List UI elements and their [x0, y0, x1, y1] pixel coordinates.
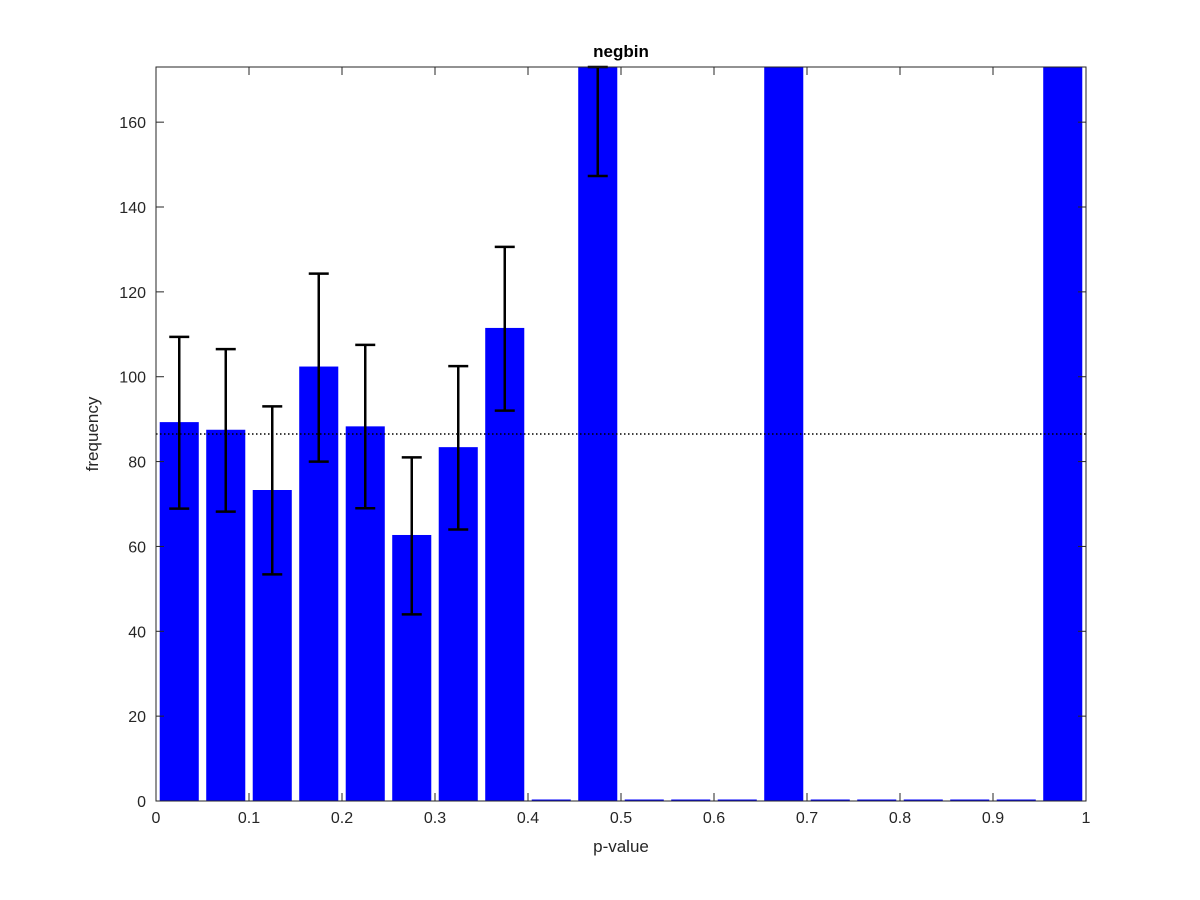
- bar-13: [717, 799, 757, 801]
- error-bar-1: [169, 335, 190, 510]
- chart-title: negbin: [593, 42, 649, 61]
- x-tick-label: 0.5: [610, 810, 632, 827]
- y-tick-label: 140: [119, 200, 146, 217]
- bar-20: [1043, 67, 1083, 801]
- bars-group: [159, 67, 1083, 801]
- x-tick-label: 0.6: [703, 810, 725, 827]
- x-tick-label: 1: [1082, 810, 1091, 827]
- x-tick-label: 0: [152, 810, 161, 827]
- x-axis-label: p-value: [593, 837, 649, 856]
- error-bar-5: [355, 343, 376, 510]
- y-tick-label: 80: [128, 455, 146, 472]
- error-bar-6: [401, 456, 422, 616]
- x-tick-label: 0.7: [796, 810, 818, 827]
- error-bar-7: [448, 364, 469, 531]
- x-tick-label: 0.3: [424, 810, 446, 827]
- y-tick-label: 40: [128, 624, 146, 641]
- error-bar-4: [308, 272, 329, 463]
- y-tick-label: 100: [119, 370, 146, 387]
- x-tick-label: 0.8: [889, 810, 911, 827]
- x-tick-label: 0.4: [517, 810, 539, 827]
- bar-11: [624, 799, 664, 801]
- error-bars-group: [169, 65, 608, 616]
- y-axis-label: frequency: [83, 396, 102, 471]
- bar-16: [857, 799, 897, 801]
- bar-18: [950, 799, 990, 801]
- y-tick-label: 0: [137, 794, 146, 811]
- error-bar-8: [494, 245, 515, 412]
- y-tick-label: 20: [128, 709, 146, 726]
- bar-19: [996, 799, 1036, 801]
- y-tick-label: 120: [119, 285, 146, 302]
- y-tick-label: 60: [128, 539, 146, 556]
- x-tick-label: 0.9: [982, 810, 1004, 827]
- bar-9: [531, 799, 571, 801]
- y-tick-label: 160: [119, 115, 146, 132]
- bar-17: [903, 799, 943, 801]
- y-ticks-group: 0 20 40 60 80 100 120 140 160: [119, 115, 1086, 811]
- x-ticks-group: 0 0.1 0.2 0.3 0.4 0.5 0.6 0.7 0.8 0.9 1: [152, 67, 1091, 827]
- bar-15: [810, 799, 850, 801]
- error-bar-2: [215, 347, 236, 513]
- x-tick-label: 0.1: [238, 810, 260, 827]
- bar-12: [671, 799, 711, 801]
- plot-area: 0 0.1 0.2 0.3 0.4 0.5 0.6 0.7 0.8 0.9 1 0 20 40 60 80 1…: [119, 65, 1091, 827]
- x-tick-label: 0.2: [331, 810, 353, 827]
